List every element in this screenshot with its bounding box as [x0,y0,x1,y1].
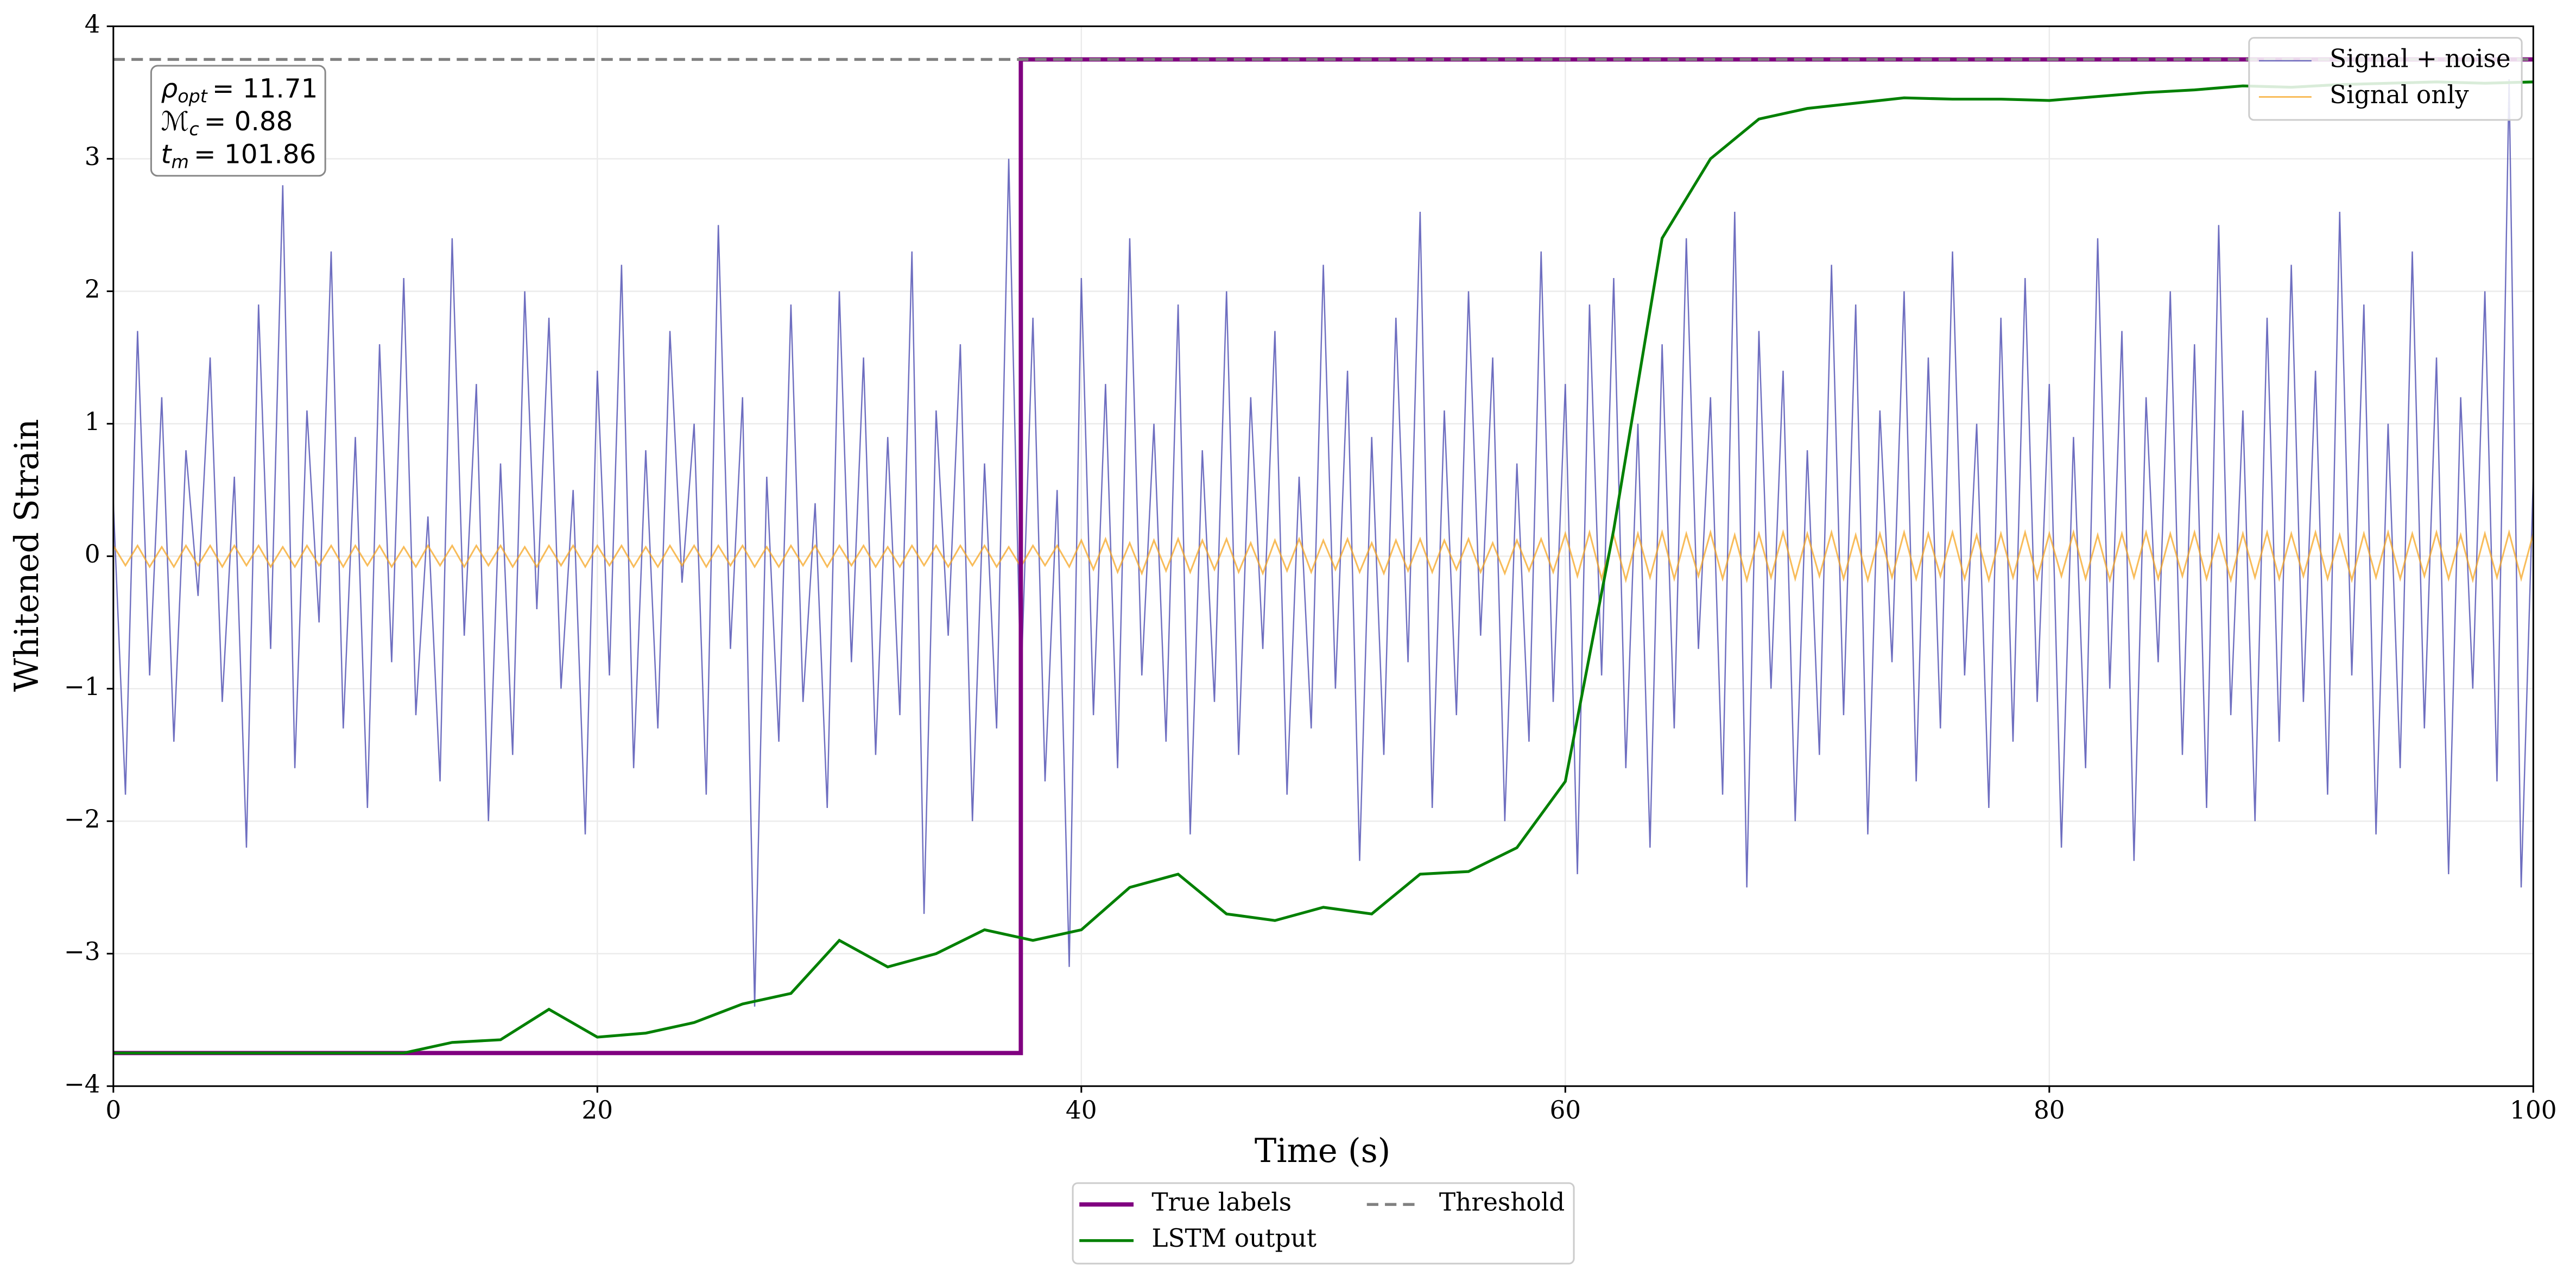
annotation-subscript: opt [178,85,208,106]
y-tick-label: 3 [85,142,100,171]
annotation-symbol: ρ [161,73,178,104]
legend-label: True labels [1151,1188,1292,1217]
annotation: ℳc = 0.88 [161,106,293,140]
y-tick-label: 0 [85,540,100,569]
annotation: ρopt = 11.71 [161,73,318,106]
y-tick-label: 1 [85,407,100,436]
x-tick-label: 40 [1066,1096,1097,1125]
y-axis-title: Whitened Strain [8,419,46,692]
legend-box [1072,1182,1575,1265]
annotation-subscript: m [172,151,189,172]
x-axis-title: Time (s) [1255,1132,1390,1170]
annotation: tm = 101.86 [161,139,317,172]
legend-label: Signal + noise [2330,44,2511,73]
annotation-text: = 0.88 [204,106,293,137]
x-tick-label: 60 [1549,1096,1581,1125]
series-line [113,529,2534,584]
y-tick-label: −2 [64,805,100,833]
annotation-box [150,65,326,177]
legend-label: Signal only [2330,80,2469,109]
y-tick-label: 4 [85,10,100,39]
y-tick-label: 2 [85,275,100,304]
series-line [113,79,2534,1007]
annotation-text: = 101.86 [194,139,316,169]
x-tick-label: 20 [581,1096,613,1125]
annotation-symbol: ℳ [161,106,189,137]
legend-label: LSTM output [1151,1224,1317,1253]
annotation-symbol: t [161,139,173,169]
y-tick-label: −3 [64,937,100,966]
x-tick-label: 80 [2034,1096,2065,1125]
y-tick-label: −4 [64,1070,100,1098]
series-line [113,80,2534,1054]
legend-label: Threshold [1439,1188,1565,1217]
y-tick-label: −1 [64,672,100,701]
x-tick-label: 0 [105,1096,121,1125]
x-tick-label: 100 [2510,1096,2557,1125]
legend-box [2248,37,2523,121]
annotation-subscript: c [189,118,199,140]
plot-frame [112,25,2534,1087]
annotation-text: = 11.71 [212,73,318,104]
